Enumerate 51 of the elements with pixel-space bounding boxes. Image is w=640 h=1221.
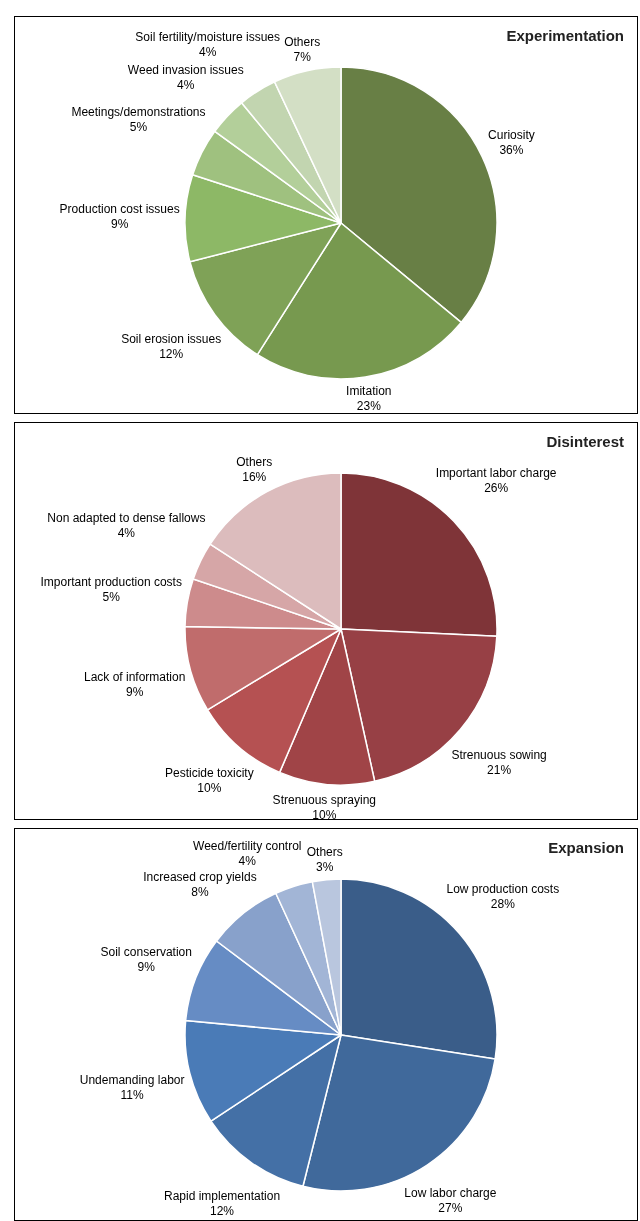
slice-label: Soil fertility/moisture issues — [135, 29, 281, 44]
slice-label: Important labor charge — [435, 466, 557, 481]
slice-label: Strenuous spraying — [272, 792, 377, 807]
slice-label: Soil erosion issues — [121, 331, 222, 346]
slice-label: Low production costs — [446, 881, 560, 896]
data-label: 4% — [238, 854, 257, 869]
data-label: 7% — [293, 49, 312, 64]
data-label: 36% — [499, 143, 524, 158]
slice-label: Weed invasion issues — [127, 62, 244, 77]
slice-label: Meetings/demonstrations — [71, 105, 206, 120]
slice-label: Others — [306, 845, 343, 860]
data-label: 12% — [210, 1203, 235, 1218]
slice-label: Soil conservation — [100, 945, 192, 960]
chart-title: Disinterest — [546, 433, 624, 450]
slice-label: Production cost issues — [59, 201, 180, 216]
text: Experimentation — [506, 27, 625, 44]
slice-label: Curiosity — [488, 128, 535, 143]
slice-label: Imitation — [346, 383, 392, 398]
slice-label: Lack of information — [83, 670, 186, 685]
slice-label: Others — [236, 454, 273, 469]
slice-label: Undemanding labor — [79, 1073, 185, 1088]
data-label: 4% — [177, 77, 195, 92]
data-label: 10% — [197, 781, 222, 796]
slice-label: Low labor charge — [404, 1185, 497, 1200]
slice-label: Rapid implementation — [163, 1188, 281, 1203]
data-label: 28% — [490, 896, 516, 911]
data-label: 4% — [117, 525, 136, 540]
data-label: 26% — [484, 481, 509, 496]
data-label: 9% — [125, 685, 144, 700]
data-label: 21% — [487, 762, 512, 777]
slice-label: Strenuous sowing — [451, 747, 547, 762]
data-label: 8% — [191, 884, 209, 899]
data-label: 23% — [356, 398, 382, 413]
slice-label: Non adapted to dense fallows — [47, 510, 206, 525]
slice-label: Important production costs — [40, 574, 182, 589]
data-label: 10% — [312, 807, 337, 822]
data-label: 9% — [110, 216, 129, 231]
slice-label: Pesticide toxicity — [164, 766, 254, 781]
data-label: 9% — [137, 960, 156, 975]
data-label: 27% — [438, 1200, 463, 1215]
slice-label: Increased crop yields — [143, 869, 257, 884]
data-label: 12% — [159, 346, 184, 361]
data-label: 16% — [242, 469, 267, 484]
data-label: 3% — [316, 860, 334, 875]
data-label: 4% — [199, 44, 217, 59]
slice-label: Others — [284, 34, 321, 49]
data-label: 11% — [120, 1088, 145, 1103]
chart-title: Expansion — [548, 839, 625, 856]
data-label: 5% — [102, 589, 121, 604]
slice-label: Weed/fertility control — [193, 839, 302, 854]
data-label: 5% — [129, 120, 148, 135]
